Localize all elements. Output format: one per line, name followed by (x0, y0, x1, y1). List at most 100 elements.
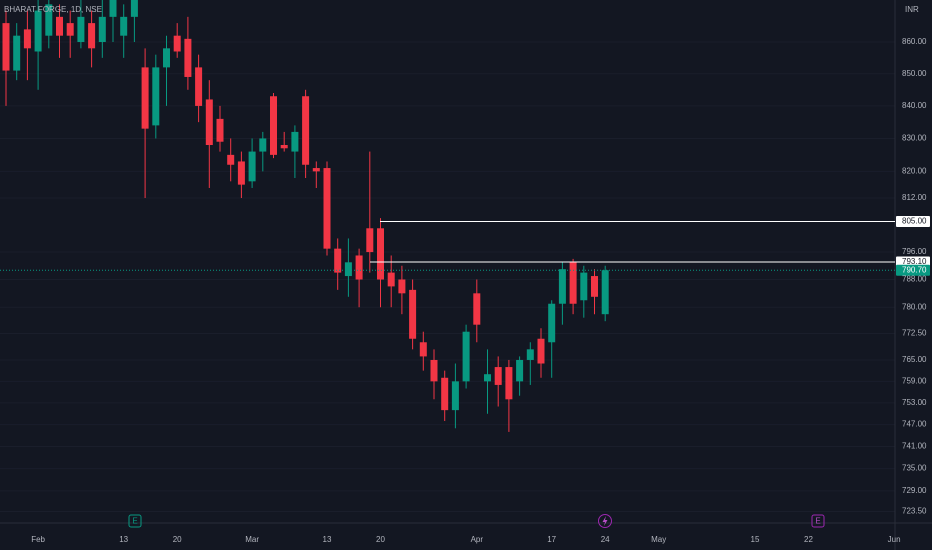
candle-body (120, 16, 128, 36)
candle-body (558, 269, 566, 304)
candle-body (548, 303, 556, 343)
event-icon: E (128, 514, 142, 528)
y-tick-label: 820.00 (902, 166, 927, 175)
y-tick-label: 840.00 (902, 101, 927, 110)
y-tick-label: 860.00 (902, 37, 927, 46)
candle-body (484, 374, 491, 382)
candle-body (163, 48, 170, 68)
candle-body (451, 381, 459, 411)
y-tick-label: 830.00 (902, 134, 927, 143)
candle-body (259, 138, 267, 152)
candle-body (334, 248, 342, 273)
candle-body (237, 161, 245, 185)
candle-body (173, 35, 181, 52)
candle-body (601, 270, 609, 315)
y-tick-label: 747.00 (902, 420, 927, 429)
candle-body (312, 168, 320, 172)
y-tick-label: 765.00 (902, 355, 927, 364)
candle-body (377, 228, 384, 280)
last-price-label: 790.70 (902, 265, 927, 274)
candle-body (537, 338, 545, 364)
candle-body (387, 272, 395, 287)
x-tick-label: Jun (888, 535, 901, 544)
y-tick-label: 729.00 (902, 486, 927, 495)
candle-body (195, 67, 203, 106)
level-label-box (896, 216, 930, 228)
candle-body (355, 255, 363, 280)
candle-body (88, 23, 96, 49)
y-tick-label: 780.00 (902, 302, 927, 311)
candle-body (580, 272, 588, 301)
candle-body (141, 67, 149, 129)
chart-title: BHARAT FORGE, 1D, NSE (4, 5, 102, 14)
last-price-box (896, 264, 930, 276)
candle-body (109, 0, 117, 17)
candle-body (505, 367, 513, 400)
x-tick-label: 13 (119, 535, 128, 544)
candle-body (419, 342, 427, 357)
candle-body (77, 16, 85, 42)
currency: INR (905, 5, 919, 14)
y-tick-label: 788.00 (902, 275, 927, 284)
x-tick-label: 13 (323, 535, 332, 544)
event-icon: E (811, 514, 825, 528)
candle-body (302, 96, 310, 165)
candle-body (291, 131, 299, 152)
candle-body (441, 377, 449, 411)
candle-body (152, 67, 160, 126)
candle-body (205, 99, 213, 145)
y-tick-label: 723.50 (902, 507, 927, 516)
candle-body (45, 4, 53, 36)
candle-body (184, 38, 192, 77)
y-tick-label: 850.00 (902, 69, 927, 78)
candle-body (34, 10, 42, 52)
x-tick-label: Feb (31, 535, 45, 544)
y-tick-label: 796.00 (902, 247, 927, 256)
plot-area (2, 0, 609, 432)
x-tick-label: 22 (804, 535, 813, 544)
candle-body (323, 168, 331, 249)
candle-body (227, 154, 235, 165)
candle-body (130, 0, 138, 17)
candle-body (98, 16, 106, 42)
y-tick-label: 812.00 (902, 193, 927, 202)
y-tick-label: 753.00 (902, 398, 927, 407)
candle-body (66, 23, 74, 36)
candle-body (280, 144, 288, 149)
y-tick-label: 772.50 (902, 329, 927, 338)
y-tick-label: 741.00 (902, 442, 927, 451)
x-tick-label: Apr (471, 535, 484, 544)
x-tick-label: Mar (245, 535, 259, 544)
x-tick-label: 15 (751, 535, 760, 544)
candle-body (13, 35, 21, 71)
x-tick-label: 20 (173, 535, 182, 544)
level-label: 805.00 (902, 217, 927, 226)
candle-body (409, 289, 417, 339)
candle-body (2, 23, 10, 71)
y-tick-label: 735.00 (902, 464, 927, 473)
y-tick-label: 759.00 (902, 376, 927, 385)
event-label: E (132, 517, 137, 526)
candle-body (344, 262, 352, 277)
candle-body (398, 279, 406, 294)
candle-body (366, 228, 374, 253)
x-tick-label: 20 (376, 535, 385, 544)
candle-body (591, 276, 598, 297)
x-tick-label: May (651, 535, 666, 544)
level-label: 793.10 (902, 257, 927, 266)
candle-body (494, 367, 502, 385)
dividend-icon (598, 514, 612, 528)
candle-body (23, 29, 31, 49)
candle-body (473, 293, 481, 325)
candle-body (270, 96, 277, 155)
event-label: E (815, 517, 820, 526)
candle-body (430, 359, 438, 382)
candle-body (569, 262, 577, 304)
candle-body (516, 359, 524, 382)
candle-body (462, 331, 470, 382)
candle-body (248, 151, 256, 182)
x-tick-label: 24 (601, 535, 610, 544)
